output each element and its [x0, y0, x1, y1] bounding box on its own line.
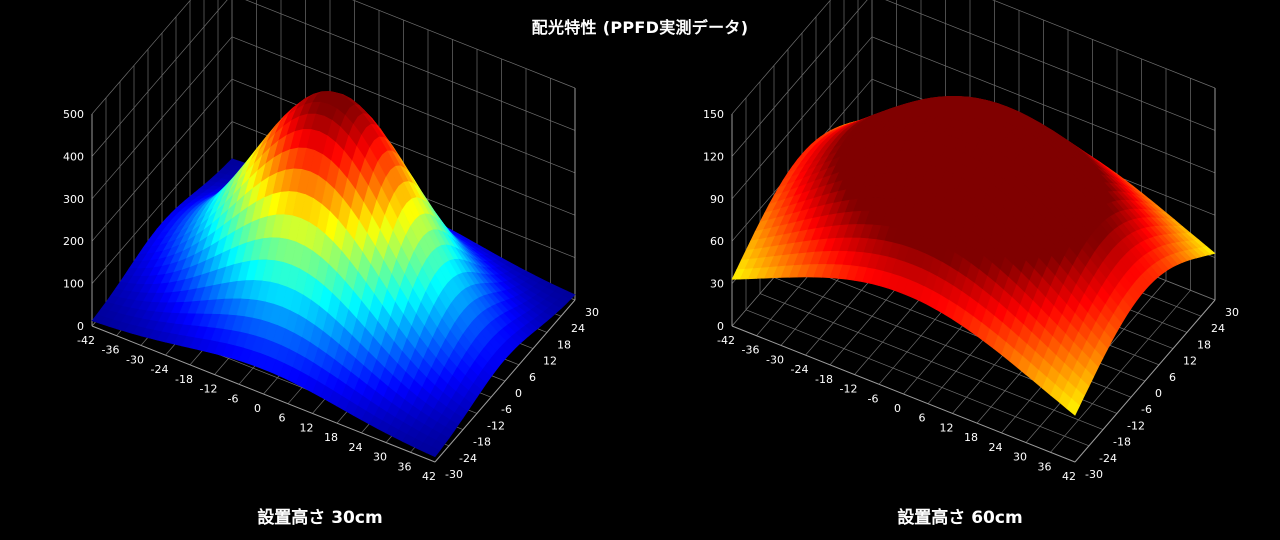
tick-labels: 0100200300400500-42-36-30-24-18-12-60612… [63, 108, 599, 483]
y-tick-label: -6 [1141, 403, 1152, 416]
floor-gridline [745, 309, 1090, 447]
y-tick-label: 6 [1169, 371, 1176, 384]
x-tick-label: 18 [324, 431, 338, 444]
x-tick-label: 30 [373, 451, 387, 464]
z-tick-label: 300 [63, 193, 84, 206]
z-tick-label: 500 [63, 108, 84, 121]
surface-patch [1066, 398, 1081, 416]
y-tick-label: 0 [515, 387, 522, 400]
y-tick-label: 0 [1155, 387, 1162, 400]
x-tick-label: 24 [989, 441, 1003, 454]
surface [731, 95, 1216, 416]
surface-plot-canvas: 0306090120150-42-36-30-24-18-12-60612182… [703, 0, 1239, 483]
tick-labels: 0306090120150-42-36-30-24-18-12-60612182… [703, 108, 1239, 483]
x-tick-label: -42 [717, 334, 735, 347]
x-tick-label: -6 [228, 392, 239, 405]
x-tick-label: 6 [279, 412, 286, 425]
x-tick-label: 6 [919, 412, 926, 425]
y-tick-label: -12 [1127, 419, 1145, 432]
z-tick-label: 30 [710, 278, 724, 291]
y-tick-label: 18 [1197, 338, 1211, 351]
y-tick-label: 12 [1183, 355, 1197, 368]
floor-gridline [759, 293, 1104, 430]
z-tick-label: 200 [63, 235, 84, 248]
y-tick-label: 18 [557, 338, 571, 351]
plot-caption: 設置高さ 60cm [897, 508, 1023, 528]
axis-line [731, 325, 1076, 463]
x-tick-label: 0 [254, 402, 261, 415]
z-tick-label: 400 [63, 150, 84, 163]
x-tick-label: 36 [398, 460, 412, 473]
y-tick-label: -12 [487, 419, 505, 432]
surface-plot-30cm: 0 100 200 300 400 500 -42 -36 -30 -24 -18 -12 -6 0 6 12… [63, 0, 599, 528]
y-tick-label: -18 [473, 436, 491, 449]
y-tick-label: 6 [529, 371, 536, 384]
x-tick-label: -24 [791, 363, 809, 376]
y-tick-label: 30 [585, 306, 599, 319]
plot-caption: 設置高さ 30cm [257, 508, 383, 528]
y-tick-label: -24 [1099, 452, 1117, 465]
axis-line [91, 325, 436, 463]
y-tick-label: 24 [571, 322, 585, 335]
x-tick-label: 0 [894, 402, 901, 415]
x-tick-label: 12 [940, 421, 954, 434]
x-tick-label: -36 [742, 344, 760, 357]
z-tick-label: 0 [77, 320, 84, 333]
x-tick-label: 30 [1013, 451, 1027, 464]
z-tick-label: 100 [63, 278, 84, 291]
y-tick-label: -30 [445, 468, 463, 481]
axis-line [1074, 299, 1216, 463]
y-tick-label: 12 [543, 355, 557, 368]
x-tick-label: -18 [175, 373, 193, 386]
x-tick-label: -6 [868, 392, 879, 405]
x-tick-label: 12 [300, 421, 314, 434]
figure-title: 配光特性 (PPFD実測データ) [531, 18, 749, 37]
x-tick-label: 36 [1038, 460, 1052, 473]
surface-plot-canvas: 0100200300400500-42-36-30-24-18-12-60612… [63, 0, 599, 483]
x-tick-label: 42 [422, 470, 436, 483]
x-tick-label: -18 [815, 373, 833, 386]
z-tick-label: 60 [710, 235, 724, 248]
z-tick-label: 0 [717, 320, 724, 333]
z-tick-label: 120 [703, 150, 724, 163]
x-tick-label: -42 [77, 334, 95, 347]
y-tick-label: -30 [1085, 468, 1103, 481]
x-tick-label: 24 [349, 441, 363, 454]
z-tick-label: 90 [710, 193, 724, 206]
y-tick-label: -24 [459, 452, 477, 465]
x-tick-label: 42 [1062, 470, 1076, 483]
y-tick-label: 30 [1225, 306, 1239, 319]
x-tick-label: -30 [766, 353, 784, 366]
axis-line [434, 299, 576, 463]
surface-patch [426, 446, 441, 458]
x-tick-label: -12 [840, 383, 858, 396]
x-tick-label: -12 [200, 383, 218, 396]
surface-plot-60cm: 0 30 60 90 120 150 -42 -36 -30 -24 -18 -12 -6 0 6 12 18 2… [640, 0, 1280, 540]
surface [91, 91, 576, 458]
x-tick-label: -30 [126, 353, 144, 366]
x-tick-label: 18 [964, 431, 978, 444]
z-tick-label: 150 [703, 108, 724, 121]
x-tick-label: -24 [151, 363, 169, 376]
x-tick-label: -36 [102, 344, 120, 357]
y-tick-label: 24 [1211, 322, 1225, 335]
y-tick-label: -6 [501, 403, 512, 416]
y-tick-label: -18 [1113, 436, 1131, 449]
